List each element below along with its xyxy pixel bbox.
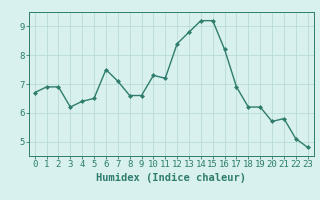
X-axis label: Humidex (Indice chaleur): Humidex (Indice chaleur) <box>96 173 246 183</box>
